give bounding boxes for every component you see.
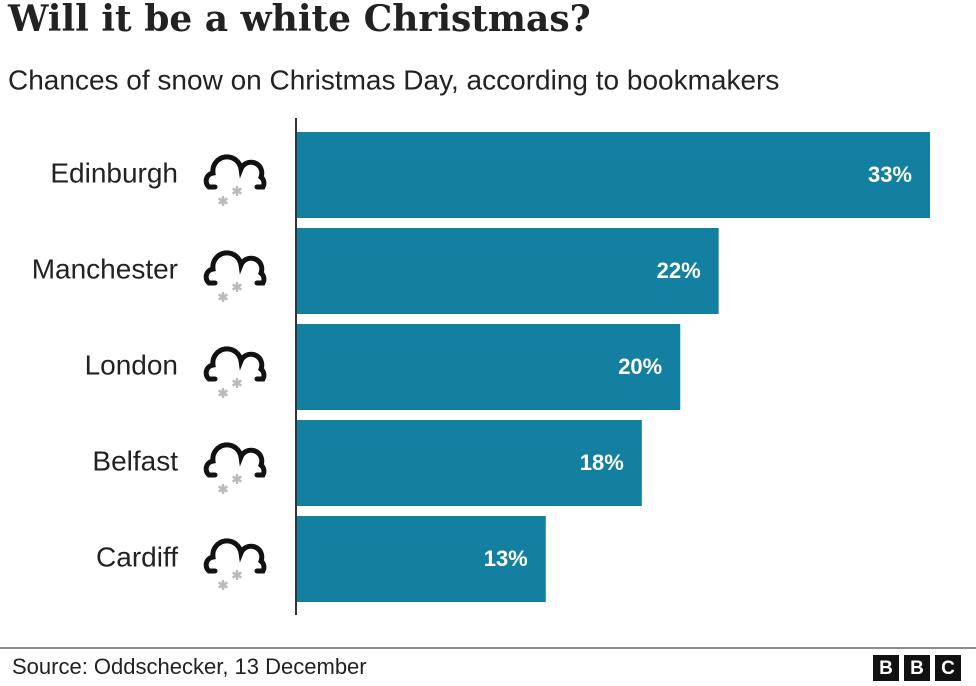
source-note: Source: Oddschecker, 13 December bbox=[12, 654, 367, 679]
category-label: Edinburgh bbox=[50, 157, 178, 188]
bar bbox=[296, 420, 642, 506]
value-label: 13% bbox=[484, 546, 528, 571]
bar bbox=[296, 132, 930, 218]
cloud bbox=[203, 250, 267, 286]
logo-letter: B bbox=[910, 658, 924, 679]
value-label: 18% bbox=[580, 450, 624, 475]
snowflake bbox=[218, 389, 228, 397]
cloud bbox=[203, 442, 267, 478]
cloud bbox=[203, 346, 267, 382]
snow-cloud-icon bbox=[203, 250, 267, 302]
snowflake bbox=[218, 293, 228, 301]
bar bbox=[296, 228, 719, 314]
snowflake bbox=[218, 485, 228, 493]
snow-cloud-icon bbox=[203, 346, 267, 398]
category-label: London bbox=[85, 349, 178, 380]
logo-box bbox=[873, 655, 899, 681]
logo-box bbox=[904, 655, 930, 681]
snowflake bbox=[232, 187, 242, 195]
snowflake bbox=[232, 283, 242, 291]
value-label: 22% bbox=[657, 258, 701, 283]
value-label: 20% bbox=[618, 354, 662, 379]
snowflake bbox=[218, 197, 228, 205]
value-label: 33% bbox=[868, 162, 912, 187]
snowflake bbox=[232, 571, 242, 579]
category-label: Cardiff bbox=[96, 541, 178, 572]
snow-cloud-icon bbox=[203, 538, 267, 590]
snow-cloud-icon bbox=[203, 442, 267, 494]
bar bbox=[296, 516, 546, 602]
logo-letter: B bbox=[879, 658, 893, 679]
snowflake bbox=[232, 475, 242, 483]
cloud bbox=[203, 538, 267, 574]
bar bbox=[296, 324, 681, 410]
logo-box bbox=[935, 655, 961, 681]
category-label: Manchester bbox=[32, 253, 178, 284]
chart-title: Will it be a white Christmas? bbox=[7, 0, 591, 40]
snowflake bbox=[218, 581, 228, 589]
category-label: Belfast bbox=[92, 445, 178, 476]
logo-letter: C bbox=[941, 658, 955, 679]
cloud bbox=[203, 154, 267, 190]
snow-cloud-icon bbox=[203, 154, 267, 206]
chart-subtitle: Chances of snow on Christmas Day, accord… bbox=[8, 64, 779, 95]
snowflake bbox=[232, 379, 242, 387]
